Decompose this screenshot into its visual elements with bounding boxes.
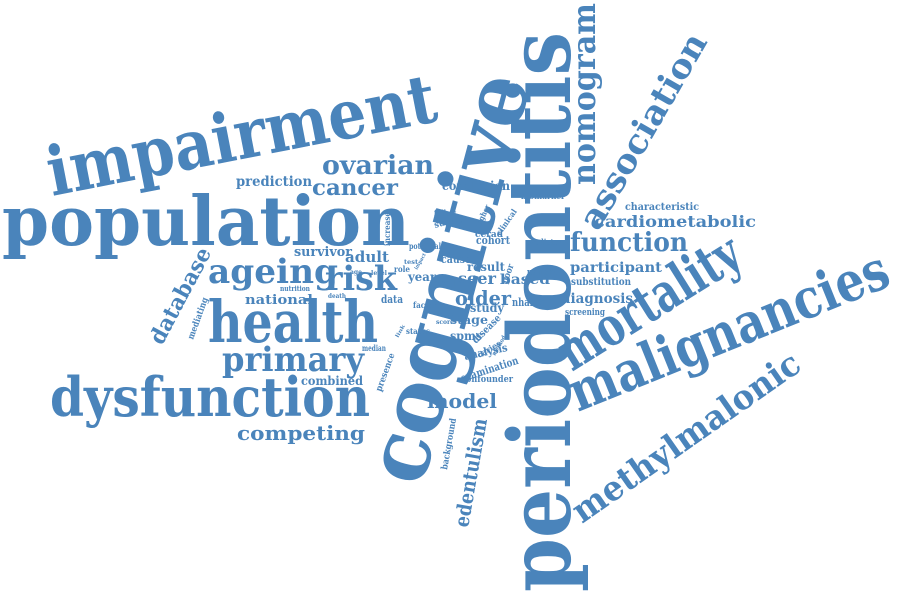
word-score: score [436, 319, 454, 326]
word-ageing: ageing [208, 252, 338, 292]
word-median: median [362, 343, 386, 353]
word-status: status [406, 326, 430, 336]
word-biomarker: biomarker [521, 192, 565, 202]
word-national: national [245, 293, 313, 308]
word-characteristic: characteristic [625, 202, 699, 213]
word-seer: seer [458, 269, 497, 288]
word-result: result [467, 260, 505, 274]
word-nutrition: nutrition [280, 284, 310, 293]
word-health: health [208, 288, 378, 356]
word-total: total [437, 311, 454, 318]
word-level: level [371, 270, 388, 277]
word-predictor: predictor [526, 237, 563, 247]
word-cerad: cerad [475, 230, 504, 240]
word-dysfunction: dysfunction [50, 365, 370, 429]
word-risk: risk [325, 259, 398, 299]
word-cancer: cancer [312, 175, 398, 201]
word-patient: patient [527, 268, 558, 278]
word-function: function [570, 228, 688, 258]
word-model: model [427, 389, 497, 413]
word-role: role [394, 264, 410, 274]
word-older: older [455, 286, 511, 310]
word-test: test [404, 259, 418, 266]
word-prediction: prediction [236, 174, 312, 190]
word-periodontitis: periodontitis [490, 32, 591, 591]
word-cardiometabolic: cardiometabolic [594, 212, 756, 231]
word-study: study [470, 301, 505, 315]
word-nomogram: nomogram [565, 3, 603, 185]
word-diagnosis: diagnosis [561, 291, 633, 307]
word-effect: effect [428, 337, 448, 344]
word-based: based [500, 272, 550, 288]
word-data: data [381, 293, 403, 306]
word-year: year [407, 270, 437, 284]
word-primary: primary [222, 340, 365, 380]
word-ovarian: ovarian [322, 151, 434, 181]
word-follow: follow [434, 208, 457, 218]
word-death: death [328, 293, 347, 300]
word-age: age [350, 269, 362, 276]
word-potential: potential [409, 241, 441, 251]
word-participant: participant [570, 260, 663, 276]
word-increase: increase [382, 212, 392, 246]
word-stage: stage [450, 313, 488, 327]
word-survivor: survivor [294, 245, 352, 260]
word-factor: factor [413, 300, 438, 310]
word-cause: cause [441, 253, 471, 266]
word-conclusion: conclusion [442, 179, 510, 193]
word-screening: screening [565, 308, 606, 318]
word-substitution: substitution [571, 277, 632, 288]
word-spms: spms [450, 329, 482, 343]
word-cohort: cohort [476, 234, 511, 247]
word-competing: competing [237, 421, 365, 445]
word-confounder: confounder [461, 375, 513, 385]
word-combined: combined [301, 374, 364, 388]
word-oral: oral [433, 277, 455, 290]
word-adult: adult [345, 248, 389, 266]
word-nhanes: nhanes [512, 296, 546, 309]
word-population: population [2, 182, 410, 262]
